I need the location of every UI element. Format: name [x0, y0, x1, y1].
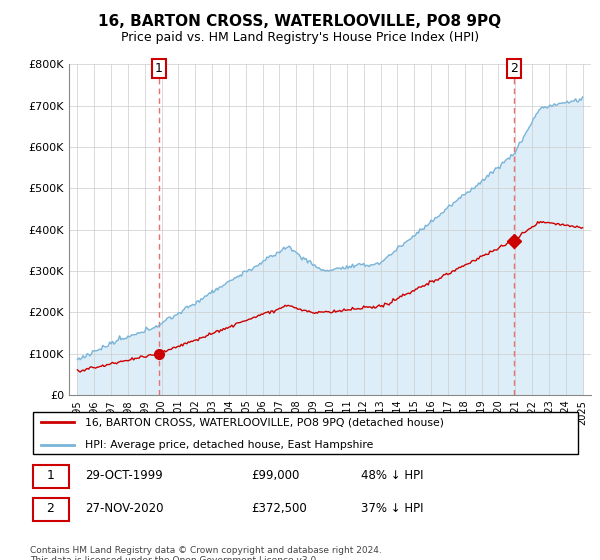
Text: 37% ↓ HPI: 37% ↓ HPI: [361, 502, 424, 515]
Text: HPI: Average price, detached house, East Hampshire: HPI: Average price, detached house, East…: [85, 440, 374, 450]
Text: £99,000: £99,000: [251, 469, 299, 482]
Text: 16, BARTON CROSS, WATERLOOVILLE, PO8 9PQ (detached house): 16, BARTON CROSS, WATERLOOVILLE, PO8 9PQ…: [85, 417, 444, 427]
FancyBboxPatch shape: [33, 465, 68, 488]
Text: 1: 1: [46, 469, 55, 482]
Text: Contains HM Land Registry data © Crown copyright and database right 2024.
This d: Contains HM Land Registry data © Crown c…: [30, 546, 382, 560]
Text: Price paid vs. HM Land Registry's House Price Index (HPI): Price paid vs. HM Land Registry's House …: [121, 31, 479, 44]
Text: 16, BARTON CROSS, WATERLOOVILLE, PO8 9PQ: 16, BARTON CROSS, WATERLOOVILLE, PO8 9PQ: [98, 14, 502, 29]
Text: 2: 2: [510, 62, 518, 75]
Text: 2: 2: [46, 502, 55, 515]
FancyBboxPatch shape: [33, 412, 578, 454]
Text: 48% ↓ HPI: 48% ↓ HPI: [361, 469, 424, 482]
Text: 27-NOV-2020: 27-NOV-2020: [85, 502, 164, 515]
Text: £372,500: £372,500: [251, 502, 307, 515]
FancyBboxPatch shape: [33, 498, 68, 521]
Text: 1: 1: [155, 62, 163, 75]
Text: 29-OCT-1999: 29-OCT-1999: [85, 469, 163, 482]
